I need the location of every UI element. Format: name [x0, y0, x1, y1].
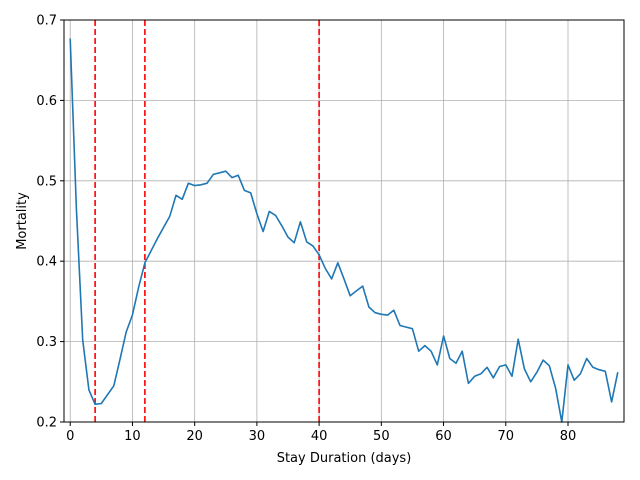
threshold-lines: [94, 20, 320, 422]
x-tick-label: 80: [560, 429, 577, 444]
x-tick-label: 30: [249, 429, 266, 444]
mortality-line: [69, 38, 619, 423]
x-axis-ticks: 0 10 20 30 40 50 60 70 80: [66, 422, 576, 444]
y-axis-label: Mortality: [15, 192, 30, 250]
series-group: [69, 38, 619, 423]
x-axis-label: Stay Duration (days): [277, 451, 412, 466]
y-tick-label: 0.7: [36, 14, 57, 29]
y-tick-label: 0.3: [36, 335, 57, 350]
x-tick-label: 20: [186, 429, 203, 444]
plot-area-frame: [63, 19, 625, 423]
x-tick-label: 0: [66, 429, 74, 444]
y-axis-ticks: 0.2 0.3 0.4 0.5 0.6 0.7: [36, 14, 64, 431]
y-tick-label: 0.4: [36, 255, 57, 270]
y-tick-label: 0.6: [36, 94, 57, 109]
x-tick-label: 40: [311, 429, 328, 444]
x-tick-label: 60: [435, 429, 452, 444]
x-tick-label: 50: [373, 429, 390, 444]
y-tick-label: 0.2: [36, 416, 57, 431]
x-tick-label: 70: [498, 429, 515, 444]
y-tick-label: 0.5: [36, 174, 57, 189]
x-tick-label: 10: [124, 429, 141, 444]
